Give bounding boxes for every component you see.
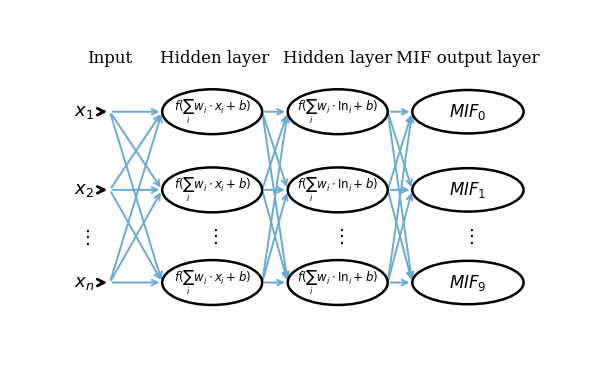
Ellipse shape (412, 168, 524, 212)
Text: $x_1$: $x_1$ (74, 103, 94, 121)
Text: $f(\sum_{i} w_i \cdot x_i + b)$: $f(\sum_{i} w_i \cdot x_i + b)$ (173, 268, 251, 297)
Ellipse shape (162, 89, 262, 134)
Ellipse shape (412, 90, 524, 133)
Text: $\vdots$: $\vdots$ (206, 227, 218, 246)
Text: $MIF_0$: $MIF_0$ (449, 102, 487, 122)
Ellipse shape (412, 261, 524, 304)
Ellipse shape (162, 260, 262, 305)
Text: $MIF_9$: $MIF_9$ (449, 273, 487, 293)
Ellipse shape (288, 89, 388, 134)
Text: $f(\sum_{i} w_i \cdot \mathrm{In}_i + b)$: $f(\sum_{i} w_i \cdot \mathrm{In}_i + b)… (297, 268, 379, 297)
Text: Input: Input (88, 50, 133, 67)
Text: $\vdots$: $\vdots$ (332, 227, 344, 246)
Text: Hidden layer: Hidden layer (283, 50, 392, 67)
Text: MIF output layer: MIF output layer (396, 50, 539, 67)
Ellipse shape (162, 167, 262, 212)
Text: $\vdots$: $\vdots$ (79, 228, 90, 247)
Text: $MIF_1$: $MIF_1$ (449, 180, 487, 200)
Text: $x_n$: $x_n$ (74, 273, 94, 291)
Ellipse shape (288, 167, 388, 212)
Text: $f(\sum_{i} w_i \cdot \mathrm{In}_i + b)$: $f(\sum_{i} w_i \cdot \mathrm{In}_i + b)… (297, 176, 379, 204)
Text: Hidden layer: Hidden layer (160, 50, 269, 67)
Text: $\vdots$: $\vdots$ (462, 227, 474, 246)
Text: $f(\sum_{i} w_i \cdot x_i + b)$: $f(\sum_{i} w_i \cdot x_i + b)$ (173, 98, 251, 126)
Text: $f(\sum_{i} w_i \cdot x_i + b)$: $f(\sum_{i} w_i \cdot x_i + b)$ (173, 176, 251, 204)
Ellipse shape (288, 260, 388, 305)
Text: $f(\sum_{i} w_i \cdot \mathrm{In}_i + b)$: $f(\sum_{i} w_i \cdot \mathrm{In}_i + b)… (297, 98, 379, 126)
Text: $x_2$: $x_2$ (74, 181, 94, 199)
